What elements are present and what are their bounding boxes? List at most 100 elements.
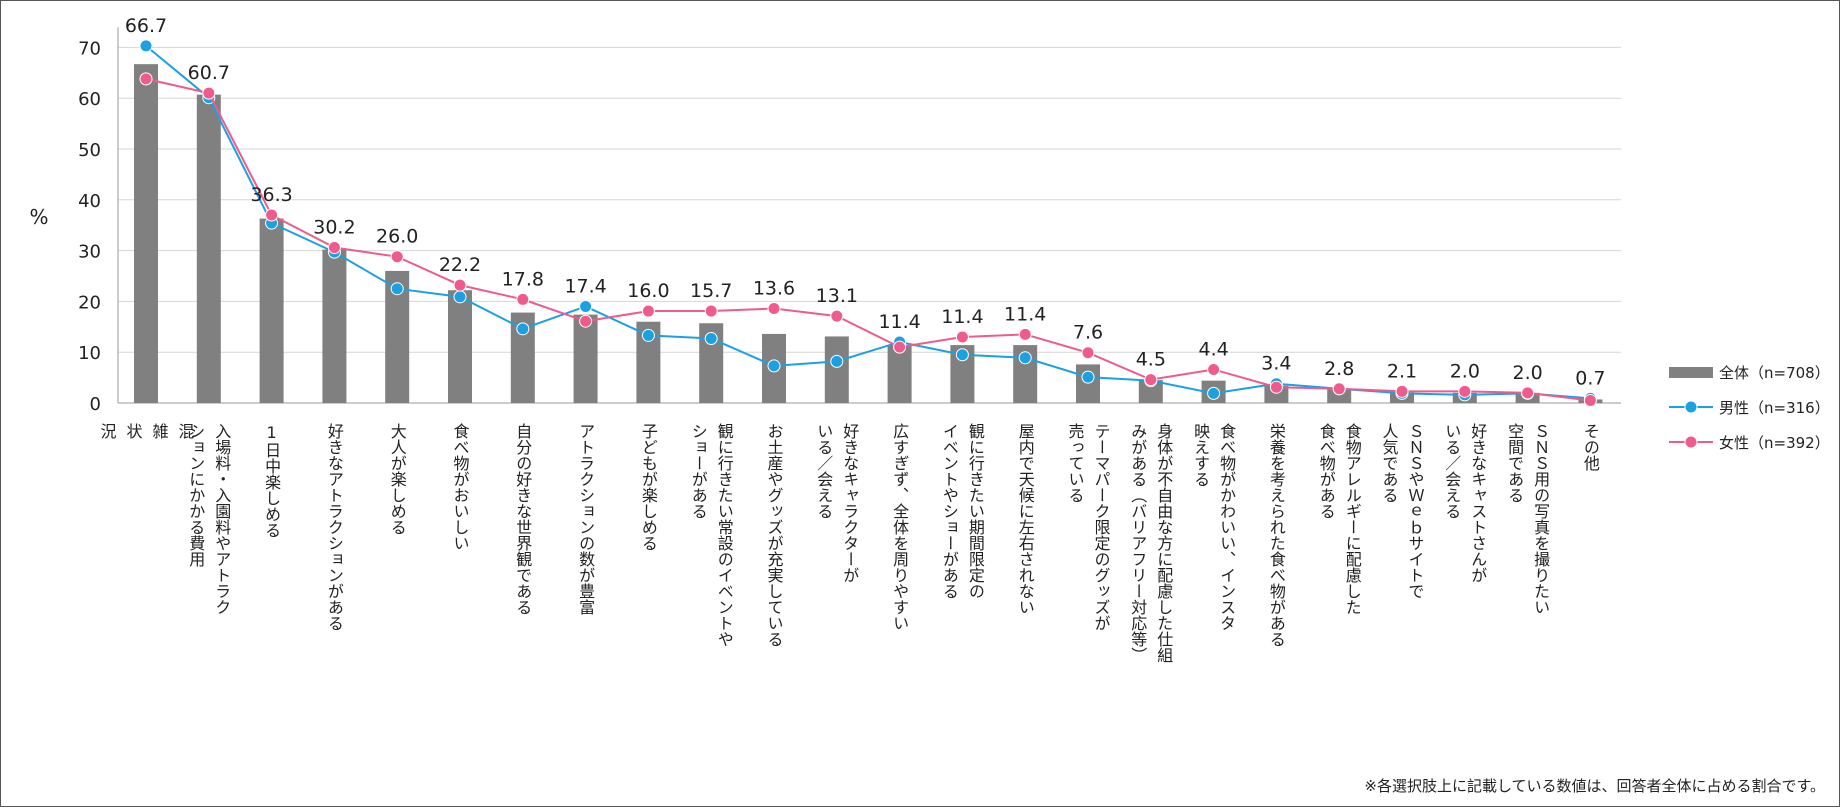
y-axis: 0 10 20 30 40 50 60 70 xyxy=(78,27,1621,415)
category-label: 況 xyxy=(98,423,117,440)
bar xyxy=(322,249,347,403)
legend: 全体（n=708） 男性（n=316） 女性（n=392） xyxy=(1669,364,1830,452)
series-point xyxy=(453,290,467,304)
series-point xyxy=(390,250,404,264)
series-point xyxy=(1018,327,1032,341)
category-label: 雑 xyxy=(150,423,169,439)
series-point xyxy=(1332,382,1346,396)
bar xyxy=(1327,388,1352,403)
value-label: 13.6 xyxy=(753,278,795,300)
series-point xyxy=(830,309,844,323)
legend-marker xyxy=(1684,400,1698,414)
gridlines xyxy=(118,46,1621,404)
series-point xyxy=(265,208,279,222)
bar xyxy=(824,336,849,403)
category-label: テーマパーク限定のグッズが xyxy=(1092,423,1111,631)
series-point xyxy=(767,359,781,373)
bar xyxy=(887,345,912,403)
series-point xyxy=(1521,386,1535,400)
bar xyxy=(1138,380,1163,403)
legend-marker xyxy=(1684,435,1698,449)
category-label: いる／会える xyxy=(814,423,833,519)
category-label: 食べ物がおいしい xyxy=(451,423,470,551)
series-point xyxy=(579,299,593,313)
value-label: 4.5 xyxy=(1136,349,1166,371)
category-label: 好きなキャラクターが xyxy=(840,423,859,583)
value-label: 0.7 xyxy=(1575,367,1605,389)
value-label: 11.4 xyxy=(1004,303,1046,325)
series-point xyxy=(202,86,216,100)
category-label: 1日中楽しめる xyxy=(262,423,281,538)
category-label: 屋内で天候に左右されない xyxy=(1016,423,1035,615)
category-label: 空間である xyxy=(1505,423,1524,503)
category-label: 食べ物がかわいい、インスタ xyxy=(1217,423,1236,631)
category-label: 人気である xyxy=(1380,423,1399,503)
category-label: 子どもが楽しめる xyxy=(639,423,658,551)
series-point xyxy=(704,331,718,345)
value-label: 15.7 xyxy=(690,280,732,302)
y-axis-title: % xyxy=(29,205,48,229)
series-point xyxy=(139,39,153,53)
series-point xyxy=(1144,373,1158,387)
bar xyxy=(448,290,472,403)
bar xyxy=(259,218,284,403)
legend-label: 女性（n=392） xyxy=(1719,434,1830,452)
y-tick-label: 50 xyxy=(78,140,101,161)
value-label: 60.7 xyxy=(188,62,230,84)
value-label: 11.4 xyxy=(878,311,920,333)
series-point xyxy=(955,330,969,344)
bar xyxy=(134,64,158,403)
series-point xyxy=(516,322,530,336)
category-label: 自分の好きな世界観である xyxy=(513,423,532,615)
series-point xyxy=(327,241,341,255)
series-point xyxy=(893,340,907,354)
value-labels: 66.7 60.7 36.3 30.2 26.0 22.2 17.8 17.4 16.0 15.7… xyxy=(125,15,1606,390)
series-point xyxy=(579,314,593,328)
series-point xyxy=(1207,362,1221,376)
category-label: いる／会える xyxy=(1442,423,1461,519)
category-label: ＳＮＳやＷｅｂサイトで xyxy=(1406,423,1425,599)
category-label: 観に行きたい期間限定の xyxy=(966,423,985,599)
series-point xyxy=(641,328,655,342)
value-label: 17.4 xyxy=(564,275,606,297)
series-point xyxy=(1081,370,1095,384)
y-tick-label: 10 xyxy=(78,343,101,364)
category-label: アトラクションの数が豊富 xyxy=(576,423,595,615)
y-tick-label: 70 xyxy=(78,38,101,59)
series-point xyxy=(1018,351,1032,365)
series-point xyxy=(704,304,718,318)
bar xyxy=(196,94,221,404)
bar xyxy=(1264,385,1289,403)
category-label: 栄養を考えられた食べ物がある xyxy=(1267,423,1286,647)
category-label: ショーがある xyxy=(689,423,708,519)
value-label: 2.1 xyxy=(1387,360,1417,382)
series-point xyxy=(641,304,655,318)
legend-label: 全体（n=708） xyxy=(1719,364,1830,382)
value-label: 66.7 xyxy=(125,15,167,37)
line-series xyxy=(139,39,1597,407)
series-point xyxy=(830,354,844,368)
category-label: 好きなキャストさんが xyxy=(1468,423,1487,583)
bar xyxy=(573,314,598,403)
category-label: 観に行きたい常設のイベントや xyxy=(715,423,734,647)
series-point xyxy=(453,278,467,292)
category-label: 入場料・入園料やアトラク xyxy=(212,423,231,615)
series-point xyxy=(1395,384,1409,398)
series-point xyxy=(1458,384,1472,398)
category-label: 広すぎず、全体を周りやすい xyxy=(890,423,909,631)
series-line xyxy=(145,77,1591,402)
category-label: みがある（バリアフリー対応等） xyxy=(1128,423,1147,663)
series-point xyxy=(1207,386,1221,400)
y-tick-label: 20 xyxy=(78,292,101,313)
category-label: 混 xyxy=(176,423,195,439)
series-point xyxy=(139,72,153,86)
category-label: 食物アレルギーに配慮した xyxy=(1343,423,1362,615)
category-label: ＳＮＳ用の写真を撮りたい xyxy=(1531,423,1550,615)
value-label: 26.0 xyxy=(376,226,418,248)
series-point xyxy=(1269,380,1283,394)
y-tick-label: 30 xyxy=(78,242,101,263)
series-point xyxy=(1081,346,1095,360)
value-label: 13.1 xyxy=(816,285,858,307)
